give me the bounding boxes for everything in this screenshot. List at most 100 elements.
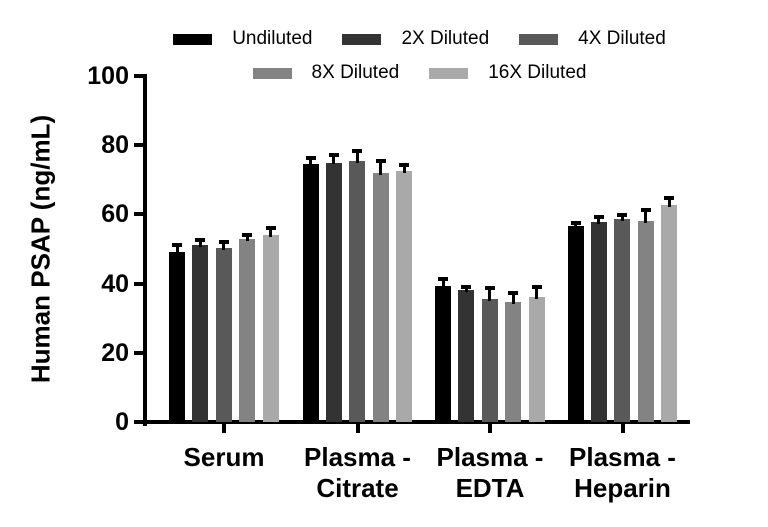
bar-plasma-citrate-2x-diluted bbox=[325, 162, 342, 422]
legend-item-16x-diluted: 16X Diluted bbox=[429, 62, 586, 84]
error-cap-plasma-edta-4x-diluted bbox=[484, 285, 495, 290]
error-cap-serum-2x-diluted bbox=[195, 237, 206, 242]
error-cap-plasma-citrate-4x-diluted bbox=[352, 148, 363, 153]
x-category-label-line: Plasma - bbox=[304, 442, 411, 472]
bar-plasma-heparin-2x-diluted bbox=[590, 221, 607, 422]
y-tick-mark bbox=[134, 143, 143, 148]
x-category-label-line: Plasma - bbox=[436, 442, 544, 472]
legend-item-4x-diluted: 4X Diluted bbox=[519, 28, 666, 50]
error-bar-serum-8x-diluted bbox=[245, 235, 249, 241]
error-cap-plasma-citrate-2x-diluted bbox=[328, 152, 339, 157]
error-cap-plasma-citrate-undiluted bbox=[305, 155, 316, 160]
legend-swatch-4x-diluted-icon bbox=[519, 33, 559, 45]
y-tick-label: 20 bbox=[101, 338, 129, 367]
bar-plasma-citrate-undiluted bbox=[302, 164, 319, 422]
legend-row: Undiluted 2X Diluted 4X Diluted bbox=[147, 27, 692, 51]
bar-serum-2x-diluted bbox=[192, 244, 209, 422]
y-tick-mark bbox=[134, 212, 143, 217]
legend-item-2x-diluted: 2X Diluted bbox=[342, 28, 489, 50]
error-cap-plasma-edta-undiluted bbox=[438, 277, 448, 282]
bar-plasma-citrate-16x-diluted bbox=[396, 170, 413, 422]
bar-plasma-heparin-undiluted bbox=[567, 226, 584, 422]
bar-plasma-edta-8x-diluted bbox=[505, 302, 522, 422]
error-bar-plasma-edta-8x-diluted bbox=[511, 293, 515, 305]
bar-plasma-heparin-4x-diluted bbox=[614, 219, 631, 422]
error-bar-plasma-citrate-4x-diluted bbox=[355, 151, 359, 164]
x-category-label-line: EDTA bbox=[455, 473, 525, 503]
bar-serum-8x-diluted bbox=[239, 238, 256, 422]
legend-item-undiluted: Undiluted bbox=[173, 28, 312, 50]
error-bar-serum-2x-diluted bbox=[198, 240, 202, 247]
legend-swatch-undiluted-icon bbox=[173, 33, 213, 45]
y-tick-label: 40 bbox=[101, 269, 129, 298]
error-cap-serum-8x-diluted bbox=[242, 232, 253, 237]
error-bar-serum-4x-diluted bbox=[222, 243, 226, 250]
x-tick-mark bbox=[222, 424, 226, 433]
x-tick-mark bbox=[488, 424, 492, 433]
x-category-label-line: Plasma - bbox=[569, 442, 676, 472]
legend-label: 2X Diluted bbox=[401, 28, 490, 49]
bar-plasma-edta-undiluted bbox=[435, 285, 451, 422]
y-tick-mark bbox=[134, 420, 143, 424]
error-bar-plasma-citrate-undiluted bbox=[309, 158, 312, 167]
y-tick-label: 0 bbox=[115, 408, 129, 436]
error-bar-plasma-edta-4x-diluted bbox=[488, 288, 492, 302]
error-cap-plasma-edta-2x-diluted bbox=[461, 284, 472, 289]
y-tick-label: 80 bbox=[101, 131, 129, 160]
error-bar-plasma-edta-16x-diluted bbox=[535, 287, 539, 299]
x-category-label-serum: Serum bbox=[114, 442, 334, 473]
error-bar-plasma-heparin-4x-diluted bbox=[620, 216, 624, 222]
error-bar-plasma-heparin-2x-diluted bbox=[597, 217, 601, 224]
error-cap-plasma-heparin-4x-diluted bbox=[617, 213, 628, 218]
x-category-label-line: Heparin bbox=[574, 473, 671, 503]
error-cap-plasma-heparin-16x-diluted bbox=[664, 196, 675, 201]
legend-swatch-2x-diluted-icon bbox=[342, 33, 382, 45]
y-tick-mark bbox=[134, 350, 143, 355]
bar-plasma-edta-16x-diluted bbox=[528, 296, 545, 422]
legend-label: 4X Diluted bbox=[578, 28, 666, 49]
bar-serum-4x-diluted bbox=[215, 247, 232, 422]
legend-item-8x-diluted: 8X Diluted bbox=[252, 62, 400, 84]
legend-label: 16X Diluted bbox=[488, 62, 587, 83]
error-cap-plasma-heparin-undiluted bbox=[570, 221, 581, 226]
error-cap-serum-4x-diluted bbox=[218, 240, 229, 245]
error-cap-plasma-citrate-8x-diluted bbox=[375, 159, 386, 164]
error-bar-plasma-heparin-8x-diluted bbox=[644, 210, 648, 223]
legend-swatch-8x-diluted-icon bbox=[252, 67, 292, 79]
y-axis-line bbox=[143, 74, 147, 426]
x-category-label-line: Serum bbox=[183, 442, 265, 472]
legend-label: 8X Diluted bbox=[311, 62, 400, 83]
error-bar-plasma-citrate-16x-diluted bbox=[402, 165, 406, 173]
error-cap-serum-16x-diluted bbox=[265, 226, 276, 231]
legend-row: 8X Diluted 16X Diluted bbox=[147, 61, 692, 85]
error-cap-plasma-heparin-2x-diluted bbox=[593, 214, 604, 219]
x-category-label-plasma-citrate: Plasma - Citrate bbox=[248, 442, 468, 504]
error-bar-serum-16x-diluted bbox=[269, 229, 273, 238]
error-cap-plasma-heparin-8x-diluted bbox=[640, 207, 651, 212]
error-bar-plasma-heparin-undiluted bbox=[574, 224, 577, 229]
y-tick-mark bbox=[134, 281, 143, 286]
error-bar-plasma-edta-2x-diluted bbox=[464, 287, 468, 292]
x-category-label-line: Citrate bbox=[316, 473, 399, 503]
bar-plasma-citrate-8x-diluted bbox=[372, 173, 389, 422]
x-tick-mark bbox=[620, 424, 625, 433]
error-bar-plasma-edta-undiluted bbox=[441, 280, 445, 288]
bar-serum-undiluted bbox=[169, 252, 185, 422]
x-tick-mark bbox=[355, 424, 360, 433]
error-cap-plasma-edta-16x-diluted bbox=[531, 284, 542, 289]
error-bar-serum-undiluted bbox=[175, 245, 179, 255]
bar-serum-16x-diluted bbox=[262, 235, 279, 422]
y-tick-label: 100 bbox=[87, 62, 129, 90]
bar-plasma-edta-2x-diluted bbox=[458, 289, 475, 422]
x-category-label-plasma-heparin: Plasma - Heparin bbox=[513, 442, 733, 504]
bar-plasma-heparin-16x-diluted bbox=[661, 205, 678, 422]
bar-plasma-edta-4x-diluted bbox=[481, 299, 498, 422]
legend-label: Undiluted bbox=[232, 28, 313, 49]
error-bar-plasma-citrate-8x-diluted bbox=[379, 162, 383, 176]
bar-plasma-citrate-4x-diluted bbox=[349, 161, 366, 422]
y-tick-mark bbox=[134, 74, 143, 78]
x-axis-line bbox=[143, 420, 690, 424]
error-cap-plasma-citrate-16x-diluted bbox=[399, 162, 410, 167]
error-bar-plasma-heparin-16x-diluted bbox=[667, 199, 671, 208]
